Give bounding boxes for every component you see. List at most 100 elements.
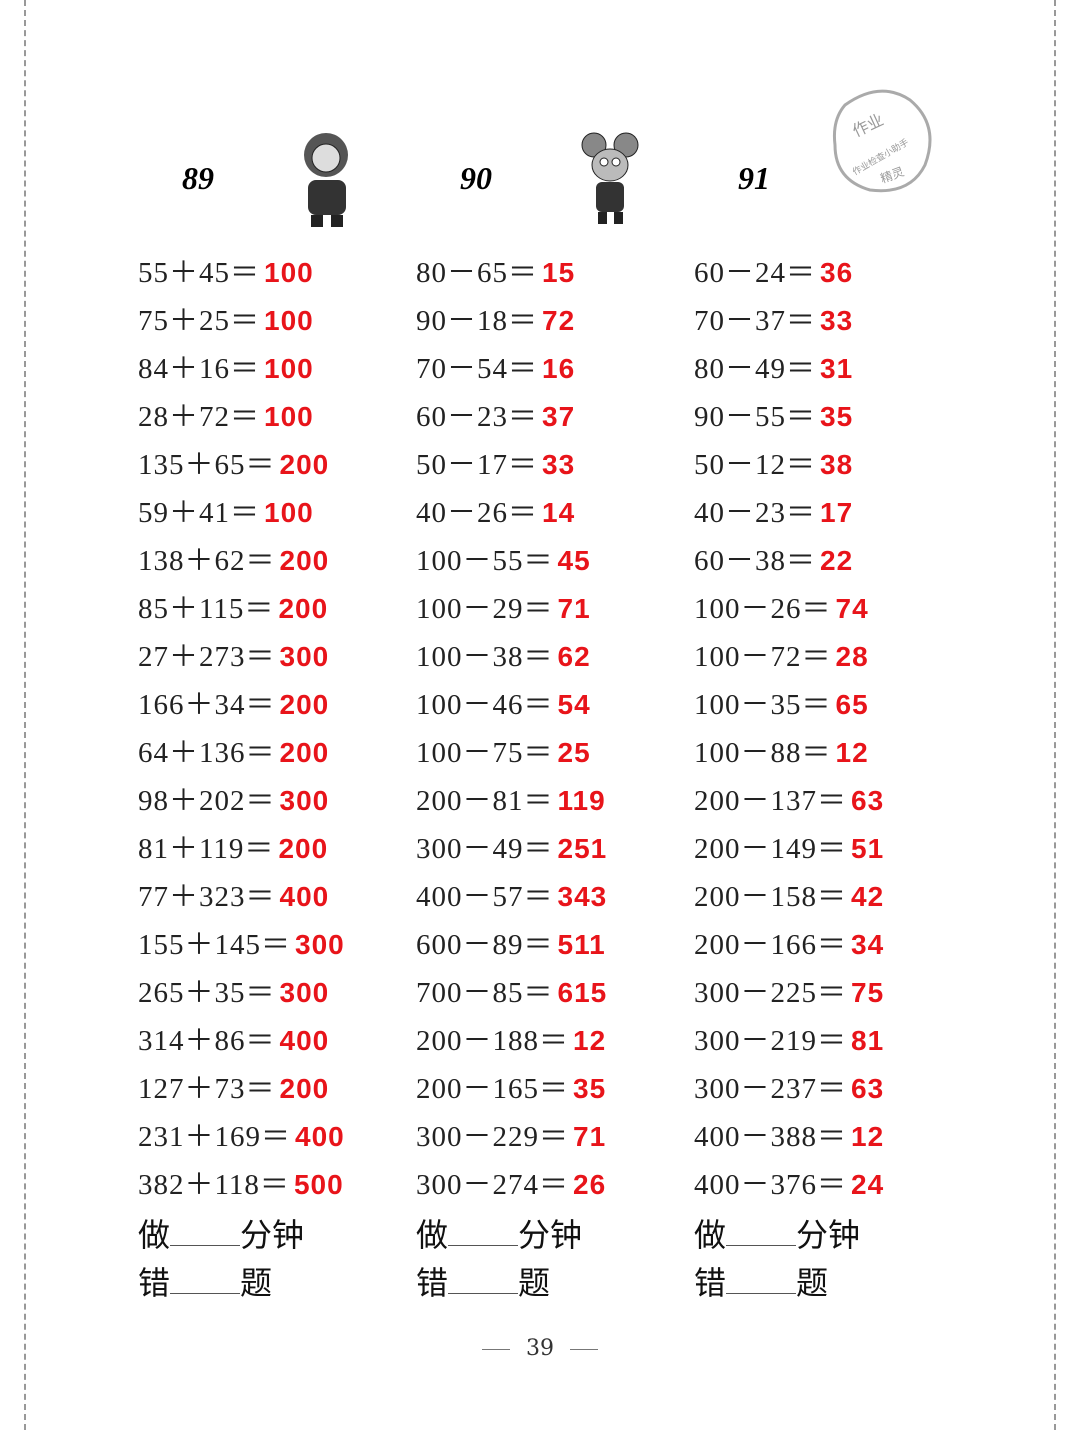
- problem-row: 200－188＝ 12: [416, 1016, 606, 1064]
- do-label: 做: [416, 1216, 449, 1254]
- answer: 200: [279, 1073, 330, 1104]
- problem-row: 300－274＝ 26: [416, 1160, 606, 1208]
- do-label: 做: [138, 1216, 171, 1254]
- question: 700－85＝: [416, 977, 554, 1009]
- answer: 81: [851, 1025, 885, 1056]
- question: 200－149＝: [694, 833, 848, 865]
- wrong-label: 错: [694, 1264, 727, 1302]
- answer: 343: [557, 881, 608, 912]
- wrong-blank[interactable]: [448, 1263, 519, 1294]
- problem-row: 100－26＝ 74: [694, 584, 869, 632]
- problem-row: 100－72＝ 28: [694, 632, 869, 680]
- answer: 300: [295, 929, 345, 960]
- answer: 12: [851, 1121, 885, 1152]
- question: 300－237＝: [694, 1073, 848, 1105]
- problem-row: 300－225＝ 75: [694, 968, 884, 1016]
- problem-row: 80－65＝ 15: [416, 248, 575, 296]
- problem-row: 265＋35＝ 300: [138, 968, 329, 1016]
- answer: 400: [295, 1121, 345, 1152]
- left-dashed-border: [24, 0, 26, 1430]
- answer: 511: [557, 929, 606, 960]
- minutes-blank[interactable]: [726, 1215, 797, 1246]
- answer: 74: [835, 593, 869, 624]
- problem-row: 80－49＝ 31: [694, 344, 853, 392]
- question: 80－65＝: [416, 257, 539, 289]
- answer: 100: [264, 257, 314, 288]
- problem-row: 127＋73＝ 200: [138, 1064, 329, 1112]
- page-number-text: 39: [526, 1336, 554, 1361]
- problem-row: 135＋65＝ 200: [138, 440, 329, 488]
- problem-row: 166＋34＝ 200: [138, 680, 329, 728]
- answer: 38: [820, 449, 854, 480]
- problem-row: 700－85＝ 615: [416, 968, 607, 1016]
- question: 64＋136＝: [138, 737, 276, 769]
- answer: 72: [542, 305, 576, 336]
- answer: 251: [557, 833, 608, 864]
- problem-row: 100－88＝ 12: [694, 728, 869, 776]
- problem-row: 100－75＝ 25: [416, 728, 591, 776]
- question: 70－37＝: [694, 305, 817, 337]
- svg-text:作业: 作业: [849, 110, 886, 141]
- question: 84＋16＝: [138, 353, 261, 385]
- do-label: 做: [694, 1216, 727, 1254]
- answer: 200: [278, 593, 329, 624]
- answer: 31: [820, 353, 854, 384]
- problem-row: 27＋273＝ 300: [138, 632, 329, 680]
- question: 300－219＝: [694, 1025, 848, 1057]
- problem-row: 40－23＝ 17: [694, 488, 853, 536]
- answer: 35: [573, 1073, 607, 1104]
- problem-row: 382＋118＝ 500: [138, 1160, 344, 1208]
- minutes-blank[interactable]: [448, 1215, 519, 1246]
- question: 59＋41＝: [138, 497, 261, 529]
- question: 127＋73＝: [138, 1073, 276, 1105]
- answer: 45: [557, 545, 591, 576]
- answer: 62: [557, 641, 591, 672]
- answer: 24: [851, 1169, 885, 1200]
- exercise-number: 89: [182, 160, 214, 196]
- answer: 42: [851, 881, 885, 912]
- question: 300－274＝: [416, 1169, 570, 1201]
- question: 265＋35＝: [138, 977, 276, 1009]
- question: 50－12＝: [694, 449, 817, 481]
- problem-row: 59＋41＝ 100: [138, 488, 314, 536]
- question: 40－26＝: [416, 497, 539, 529]
- question: 155＋145＝: [138, 929, 292, 961]
- question: 231＋169＝: [138, 1121, 292, 1153]
- question: 90－18＝: [416, 305, 539, 337]
- problem-row: 75＋25＝ 100: [138, 296, 314, 344]
- question: 70－54＝: [416, 353, 539, 385]
- question: 100－72＝: [694, 641, 832, 673]
- problem-row: 100－46＝ 54: [416, 680, 591, 728]
- answer: 71: [573, 1121, 607, 1152]
- answer: 400: [279, 1025, 330, 1056]
- problem-row: 55＋45＝ 100: [138, 248, 314, 296]
- question: 300－49＝: [416, 833, 554, 865]
- question: 60－24＝: [694, 257, 817, 289]
- wrong-blank[interactable]: [726, 1263, 797, 1294]
- answer: 200: [278, 833, 329, 864]
- question: 400－57＝: [416, 881, 554, 913]
- minutes-blank[interactable]: [170, 1215, 241, 1246]
- wrong-count-line: 错题: [138, 1258, 272, 1304]
- question: 400－388＝: [694, 1121, 848, 1153]
- question: 77＋323＝: [138, 881, 276, 913]
- problem-row: 400－376＝ 24: [694, 1160, 884, 1208]
- answer: 17: [820, 497, 854, 528]
- wrong-label: 错: [138, 1264, 171, 1302]
- lion-icon: [304, 133, 348, 227]
- question: 81＋119＝: [138, 833, 275, 865]
- question: 382＋118＝: [138, 1169, 290, 1201]
- problem-row: 200－137＝ 63: [694, 776, 884, 824]
- question: 166＋34＝: [138, 689, 276, 721]
- question: 100－26＝: [694, 593, 832, 625]
- problem-row: 90－18＝ 72: [416, 296, 575, 344]
- answer: 12: [573, 1025, 607, 1056]
- question: 100－88＝: [694, 737, 832, 769]
- svg-text:精灵: 精灵: [879, 165, 906, 186]
- minutes-label: 分钟: [518, 1216, 583, 1254]
- problem-row: 77＋323＝ 400: [138, 872, 329, 920]
- exercise-number: 90: [460, 160, 492, 196]
- wrong-blank[interactable]: [170, 1263, 241, 1294]
- question: 60－38＝: [694, 545, 817, 577]
